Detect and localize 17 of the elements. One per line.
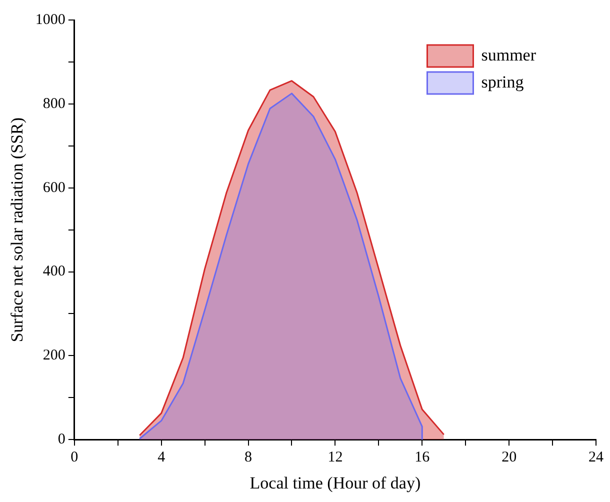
x-tick-label: 16	[414, 450, 430, 466]
x-tick-label: 4	[158, 450, 166, 466]
x-tick-label: 8	[244, 450, 252, 466]
x-tick-label: 24	[588, 450, 604, 466]
legend-label: summer	[481, 45, 536, 64]
x-tick-label: 12	[328, 450, 343, 466]
y-axis-title: Surface net solar radiation (SSR)	[8, 117, 27, 342]
x-tick-label: 20	[502, 450, 517, 466]
y-tick-label: 800	[42, 96, 66, 112]
x-tick-label: 0	[70, 450, 78, 466]
legend-label: spring	[481, 72, 524, 92]
y-tick-label: 200	[42, 348, 66, 364]
x-axis-title: Local time (Hour of day)	[250, 473, 421, 492]
y-tick-label: 600	[42, 180, 66, 196]
y-tick-label: 400	[42, 264, 66, 280]
y-tick-label: 0	[58, 432, 66, 448]
y-tick-label: 1000	[35, 12, 66, 28]
